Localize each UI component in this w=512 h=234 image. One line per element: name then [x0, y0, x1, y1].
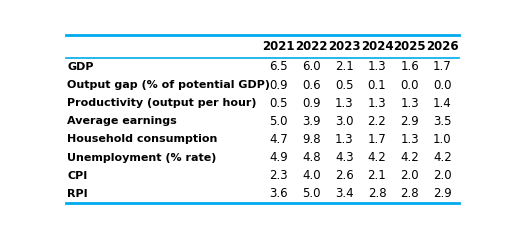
- Text: 2.1: 2.1: [335, 60, 354, 73]
- Text: 2.2: 2.2: [368, 115, 387, 128]
- Text: 0.6: 0.6: [302, 78, 321, 91]
- Text: 0.9: 0.9: [269, 78, 288, 91]
- Text: Unemployment (% rate): Unemployment (% rate): [67, 153, 217, 163]
- Text: 3.9: 3.9: [302, 115, 321, 128]
- Text: 2024: 2024: [360, 40, 393, 53]
- Text: 2021: 2021: [263, 40, 295, 53]
- Text: 2.0: 2.0: [400, 169, 419, 182]
- Text: 4.8: 4.8: [302, 151, 321, 164]
- Text: GDP: GDP: [67, 62, 94, 72]
- Text: 1.3: 1.3: [368, 60, 386, 73]
- Text: 1.3: 1.3: [400, 97, 419, 110]
- Text: 2.0: 2.0: [433, 169, 452, 182]
- Text: 4.2: 4.2: [368, 151, 387, 164]
- Text: 1.7: 1.7: [433, 60, 452, 73]
- Text: 0.0: 0.0: [400, 78, 419, 91]
- Text: 3.4: 3.4: [335, 187, 354, 200]
- Text: CPI: CPI: [67, 171, 88, 181]
- Text: 2.9: 2.9: [400, 115, 419, 128]
- Text: 4.3: 4.3: [335, 151, 354, 164]
- Text: 1.4: 1.4: [433, 97, 452, 110]
- Text: 2.9: 2.9: [433, 187, 452, 200]
- Text: 1.3: 1.3: [400, 133, 419, 146]
- Text: Average earnings: Average earnings: [67, 116, 177, 126]
- Text: 4.2: 4.2: [433, 151, 452, 164]
- Text: 3.5: 3.5: [433, 115, 452, 128]
- Text: 4.9: 4.9: [269, 151, 288, 164]
- Text: Productivity (output per hour): Productivity (output per hour): [67, 98, 257, 108]
- Text: 2026: 2026: [426, 40, 459, 53]
- Text: 2025: 2025: [393, 40, 426, 53]
- Text: 6.0: 6.0: [302, 60, 321, 73]
- Text: Household consumption: Household consumption: [67, 134, 218, 144]
- Text: 0.5: 0.5: [269, 97, 288, 110]
- Text: 1.3: 1.3: [335, 97, 354, 110]
- Text: 2.3: 2.3: [269, 169, 288, 182]
- Text: 0.1: 0.1: [368, 78, 386, 91]
- Text: 2.8: 2.8: [400, 187, 419, 200]
- Text: 4.2: 4.2: [400, 151, 419, 164]
- Text: 9.8: 9.8: [302, 133, 321, 146]
- Text: 0.5: 0.5: [335, 78, 353, 91]
- Text: 2.6: 2.6: [335, 169, 354, 182]
- Text: 2022: 2022: [295, 40, 328, 53]
- Text: 5.0: 5.0: [302, 187, 321, 200]
- Text: 4.7: 4.7: [269, 133, 288, 146]
- Text: 5.0: 5.0: [269, 115, 288, 128]
- Text: 1.0: 1.0: [433, 133, 452, 146]
- Text: 2.8: 2.8: [368, 187, 386, 200]
- Text: Output gap (% of potential GDP): Output gap (% of potential GDP): [67, 80, 270, 90]
- Text: 1.3: 1.3: [335, 133, 354, 146]
- Text: 4.0: 4.0: [302, 169, 321, 182]
- Text: 1.3: 1.3: [368, 97, 386, 110]
- Text: 0.0: 0.0: [433, 78, 452, 91]
- Text: 3.0: 3.0: [335, 115, 353, 128]
- Text: 2023: 2023: [328, 40, 360, 53]
- Text: RPI: RPI: [67, 189, 88, 199]
- Text: 6.5: 6.5: [269, 60, 288, 73]
- Text: 3.6: 3.6: [269, 187, 288, 200]
- Text: 1.6: 1.6: [400, 60, 419, 73]
- Text: 1.7: 1.7: [368, 133, 387, 146]
- Text: 0.9: 0.9: [302, 97, 321, 110]
- Text: 2.1: 2.1: [368, 169, 387, 182]
